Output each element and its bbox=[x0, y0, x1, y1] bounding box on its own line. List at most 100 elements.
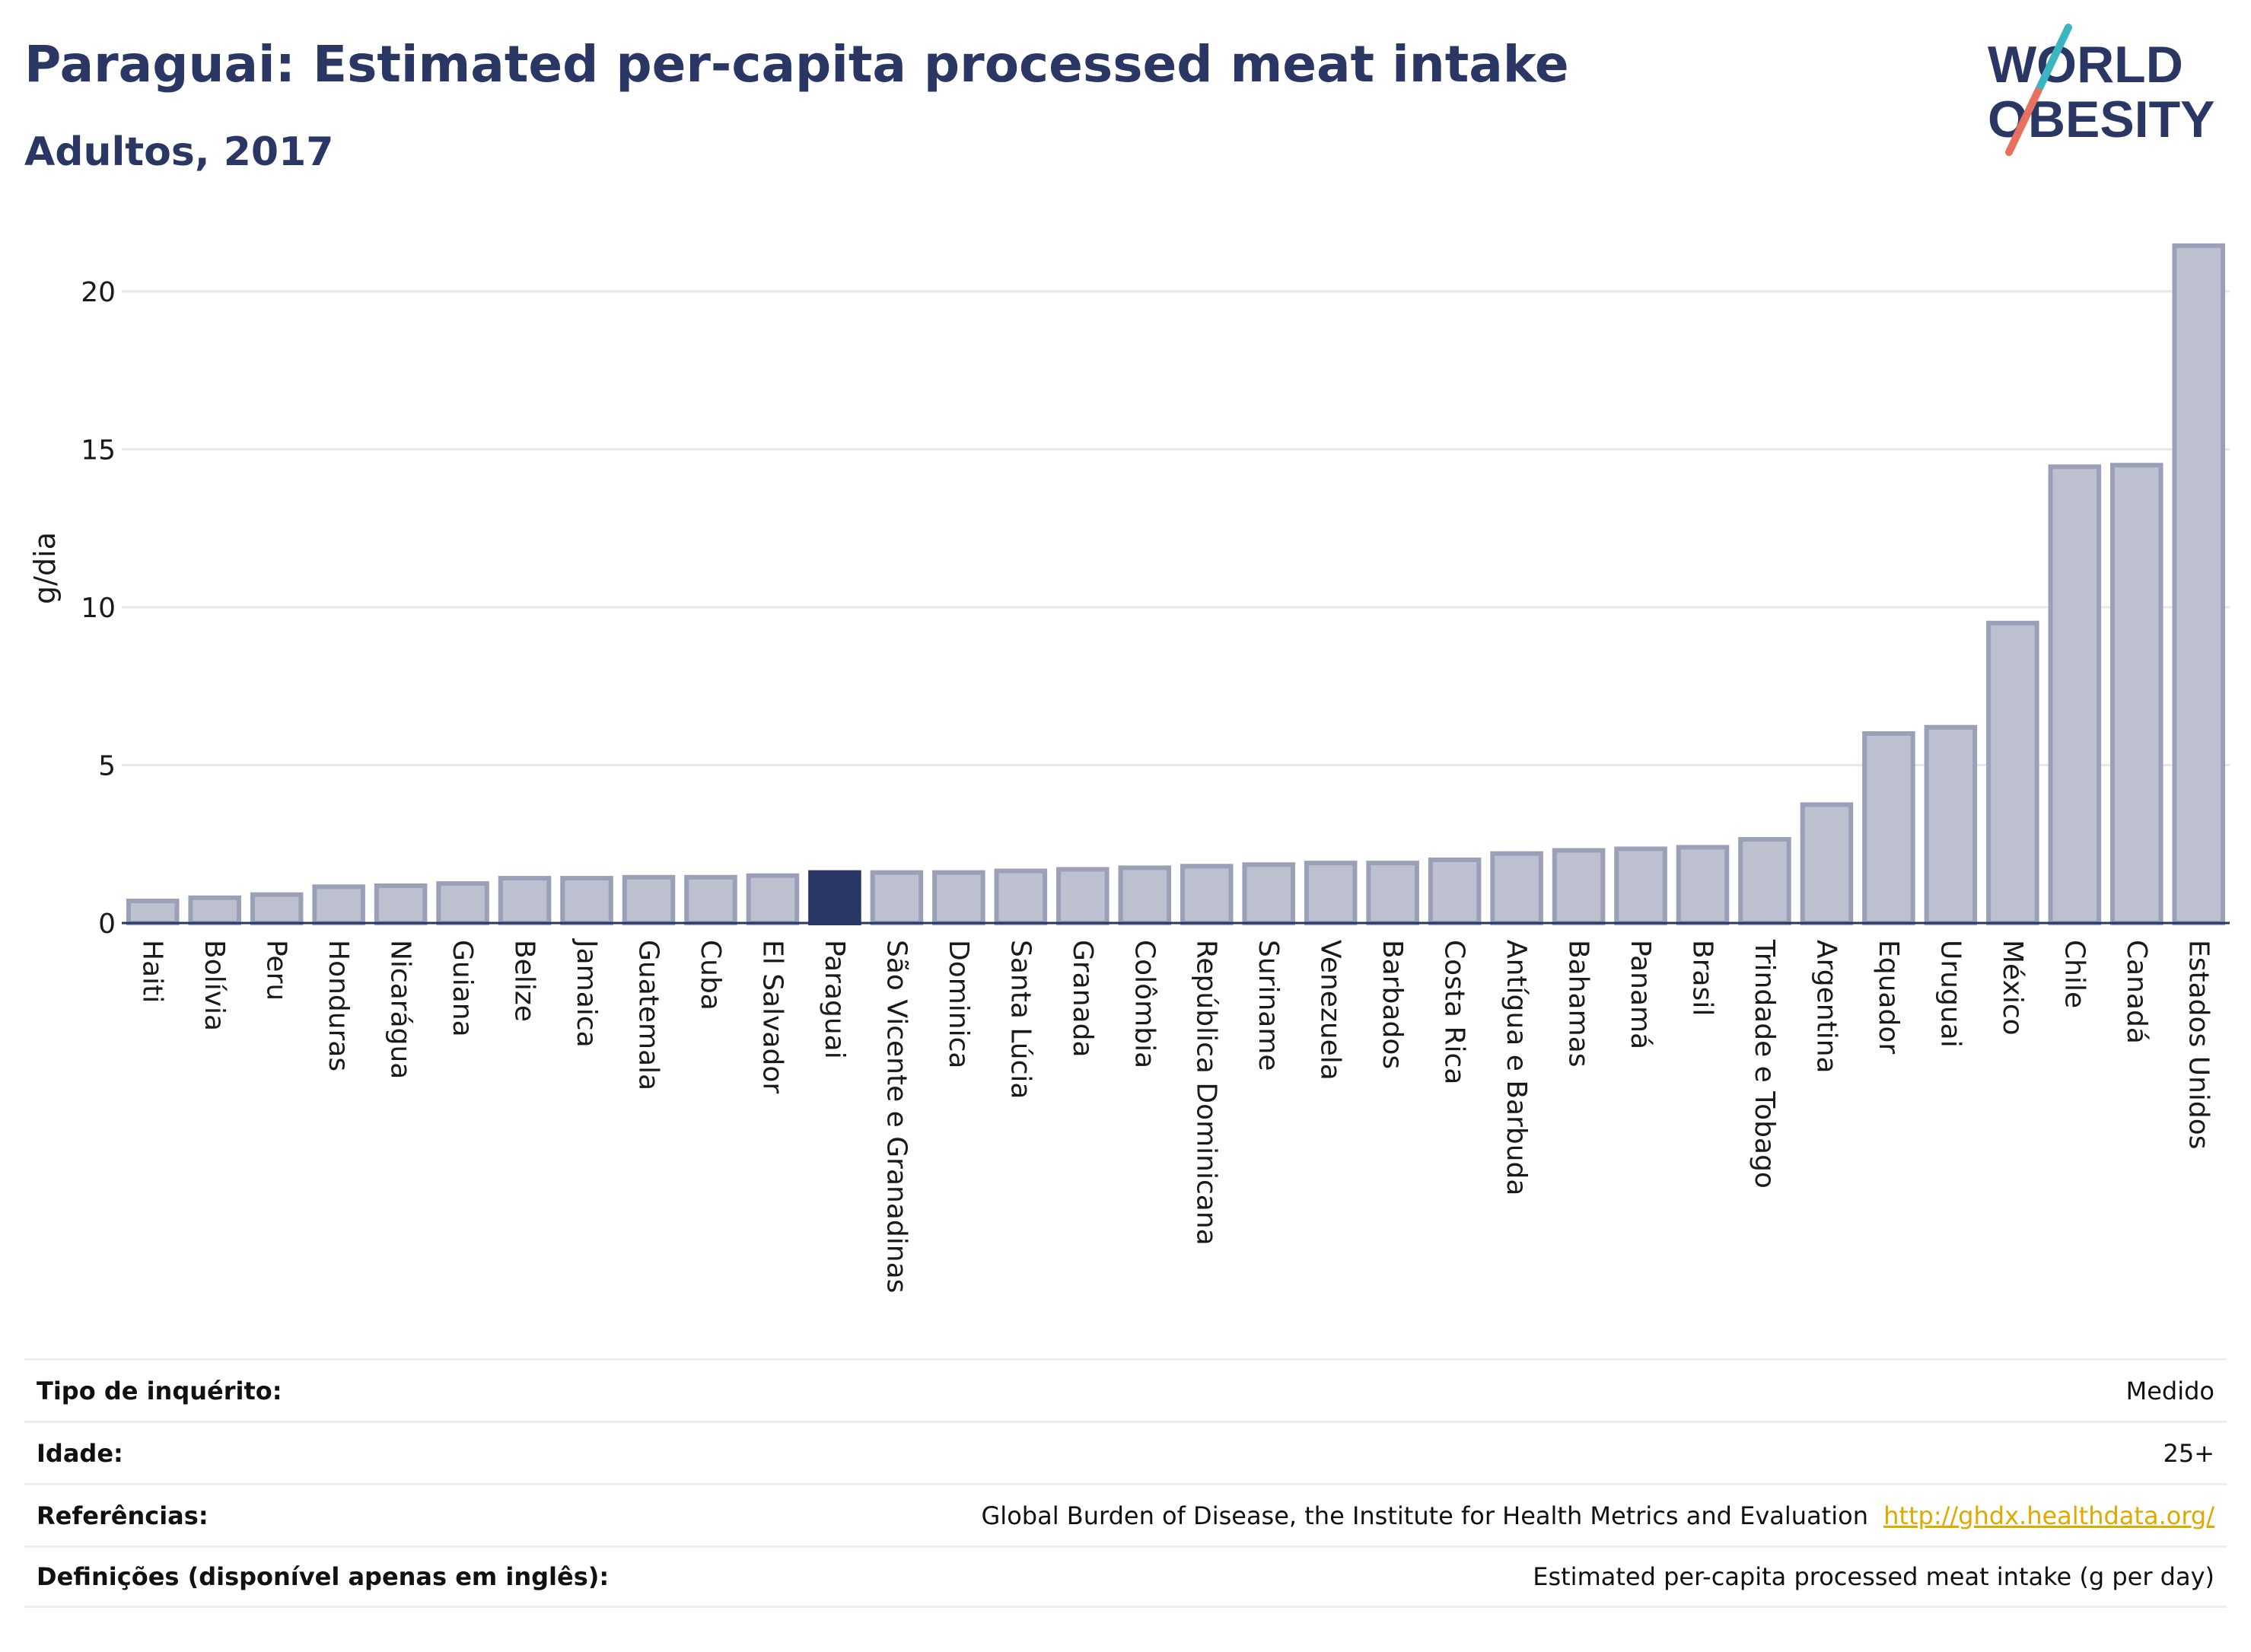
x-category-label: Guiana bbox=[447, 940, 478, 1037]
bar-cuba bbox=[684, 874, 737, 925]
x-category-label: República Dominicana bbox=[1191, 940, 1222, 1246]
x-category-label: Guatemala bbox=[633, 940, 664, 1090]
y-axis-title: g/dia bbox=[28, 532, 62, 604]
x-category-label: Bahamas bbox=[1563, 940, 1594, 1068]
x-category-label: Paraguai bbox=[819, 940, 850, 1059]
x-category-label: Nicarágua bbox=[385, 940, 416, 1079]
bar-chile bbox=[2048, 464, 2102, 925]
x-category-label: Cuba bbox=[695, 940, 726, 1011]
bar-estados-unidos bbox=[2172, 243, 2226, 925]
x-category-label: Suriname bbox=[1253, 940, 1284, 1071]
meta-key: Referências: bbox=[37, 1501, 209, 1530]
x-category-label: Chile bbox=[2058, 940, 2090, 1008]
x-category-label: Costa Rica bbox=[1439, 940, 1470, 1084]
bar-ant-gua-e-barbuda bbox=[1490, 851, 1543, 925]
x-category-label: Granada bbox=[1067, 940, 1098, 1058]
x-category-label: Bolívia bbox=[199, 940, 230, 1031]
meta-value: 25+ bbox=[2163, 1438, 2214, 1468]
x-category-label: Dominica bbox=[943, 940, 974, 1069]
bar-bol-via bbox=[188, 895, 241, 926]
x-category-label: Colômbia bbox=[1129, 940, 1160, 1068]
bar-nicar-gua bbox=[374, 883, 428, 926]
gridlines bbox=[122, 290, 2230, 766]
bar-haiti bbox=[126, 898, 180, 925]
chart-subtitle: Adultos, 2017 bbox=[24, 129, 334, 175]
y-axis-ticks: 0 5 10 15 20 bbox=[81, 277, 116, 940]
bar-jamaica bbox=[560, 876, 613, 925]
x-category-label: Barbados bbox=[1377, 940, 1408, 1069]
x-category-label: Jamaica bbox=[571, 938, 602, 1048]
meta-key: Definições (disponível apenas em inglês)… bbox=[37, 1562, 610, 1591]
x-axis-labels: Haiti Bolívia Peru Honduras Nicarágua Guiana B… bbox=[137, 938, 2214, 1293]
x-category-label: Santa Lúcia bbox=[1005, 940, 1036, 1099]
logo-slash-top bbox=[2034, 24, 2072, 95]
meta-row-definitions: Definições (disponível apenas em inglês)… bbox=[24, 1545, 2227, 1608]
bar-el-salvador bbox=[746, 873, 800, 925]
logo-text-world: WORLD bbox=[1988, 36, 2183, 94]
world-obesity-logo: WORLD OBESITY bbox=[1988, 24, 2215, 156]
meta-value: Medido bbox=[2125, 1376, 2214, 1405]
x-category-label: Brasil bbox=[1687, 940, 1718, 1016]
reference-link[interactable]: http://ghdx.healthdata.org/ bbox=[1883, 1501, 2214, 1530]
meta-row-age: Idade: 25+ bbox=[24, 1421, 2227, 1483]
bar-equador bbox=[1862, 731, 1915, 925]
x-category-label: El Salvador bbox=[756, 940, 788, 1093]
x-category-label: Belize bbox=[509, 940, 540, 1022]
y-tick-label: 15 bbox=[81, 435, 116, 466]
x-category-label: Trindade e Tobago bbox=[1749, 939, 1780, 1189]
meta-value: Global Burden of Disease, the Institute … bbox=[982, 1501, 2215, 1530]
y-tick-label: 20 bbox=[81, 277, 116, 308]
x-category-label: Panamá bbox=[1625, 940, 1656, 1049]
meta-key: Idade: bbox=[37, 1438, 123, 1468]
bar-barbados bbox=[1366, 861, 1419, 926]
bar-rep-blica-dominicana bbox=[1180, 864, 1234, 926]
x-category-label: Venezuela bbox=[1315, 940, 1346, 1081]
bar-brasil bbox=[1676, 845, 1730, 926]
meta-key: Tipo de inquérito: bbox=[37, 1376, 282, 1405]
x-category-label: Canadá bbox=[2121, 940, 2152, 1044]
metadata-table: Tipo de inquérito: Medido Idade: 25+ Ref… bbox=[24, 1358, 2227, 1608]
bar-venezuela bbox=[1304, 861, 1358, 926]
x-category-label: Haiti bbox=[137, 940, 168, 1003]
meta-row-references: Referências: Global Burden of Disease, t… bbox=[24, 1483, 2227, 1545]
bar-costa-rica bbox=[1428, 858, 1482, 925]
bar-suriname bbox=[1242, 862, 1295, 925]
bar-panam- bbox=[1614, 846, 1667, 925]
bar-belize bbox=[498, 876, 552, 925]
bar-col-mbia bbox=[1118, 865, 1172, 925]
x-category-label: São Vicente e Granadinas bbox=[880, 940, 912, 1293]
x-category-label: Equador bbox=[1873, 940, 1904, 1054]
bar-guiana bbox=[436, 881, 489, 925]
logo-slash-bottom bbox=[2005, 88, 2042, 156]
reference-text: Global Burden of Disease, the Institute … bbox=[981, 1501, 1868, 1530]
y-tick-label: 0 bbox=[98, 909, 116, 940]
x-category-label: Antígua e Barbuda bbox=[1501, 940, 1532, 1195]
bar-uruguai bbox=[1924, 724, 1978, 925]
bar-dominica bbox=[932, 870, 985, 925]
bar-peru bbox=[250, 892, 304, 926]
meta-value: Estimated per-capita processed meat inta… bbox=[1533, 1562, 2214, 1591]
y-tick-label: 5 bbox=[98, 751, 116, 782]
bar-argentina bbox=[1800, 802, 1854, 925]
x-category-label: Honduras bbox=[323, 940, 354, 1071]
bar-guatemala bbox=[622, 874, 676, 925]
bar-trindade-e-tobago bbox=[1738, 837, 1791, 926]
chart-title: Paraguai: Estimated per-capita processed… bbox=[24, 35, 1569, 94]
x-category-label: Estados Unidos bbox=[2183, 940, 2214, 1150]
bar-s-o-vicente-e-granadinas bbox=[870, 870, 924, 925]
x-category-label: Argentina bbox=[1810, 940, 1842, 1074]
x-category-label: México bbox=[1997, 940, 2028, 1036]
meta-row-survey-type: Tipo de inquérito: Medido bbox=[24, 1358, 2227, 1421]
bars bbox=[126, 243, 2226, 926]
bar-honduras bbox=[312, 884, 365, 926]
bar-chart: 0 5 10 15 20 Haiti Bolívia Peru Honduras Nicarág… bbox=[28, 243, 2230, 1293]
bar-santa-l-cia bbox=[994, 868, 1048, 926]
x-category-label: Uruguai bbox=[1934, 940, 1966, 1048]
bar-m-xico bbox=[1986, 620, 2039, 925]
bar-paraguai bbox=[808, 870, 861, 925]
bar-bahamas bbox=[1552, 848, 1606, 926]
y-tick-label: 10 bbox=[81, 593, 116, 624]
x-category-label: Peru bbox=[261, 940, 292, 1001]
bar-canad- bbox=[2110, 463, 2163, 925]
bar-granada bbox=[1056, 867, 1110, 925]
